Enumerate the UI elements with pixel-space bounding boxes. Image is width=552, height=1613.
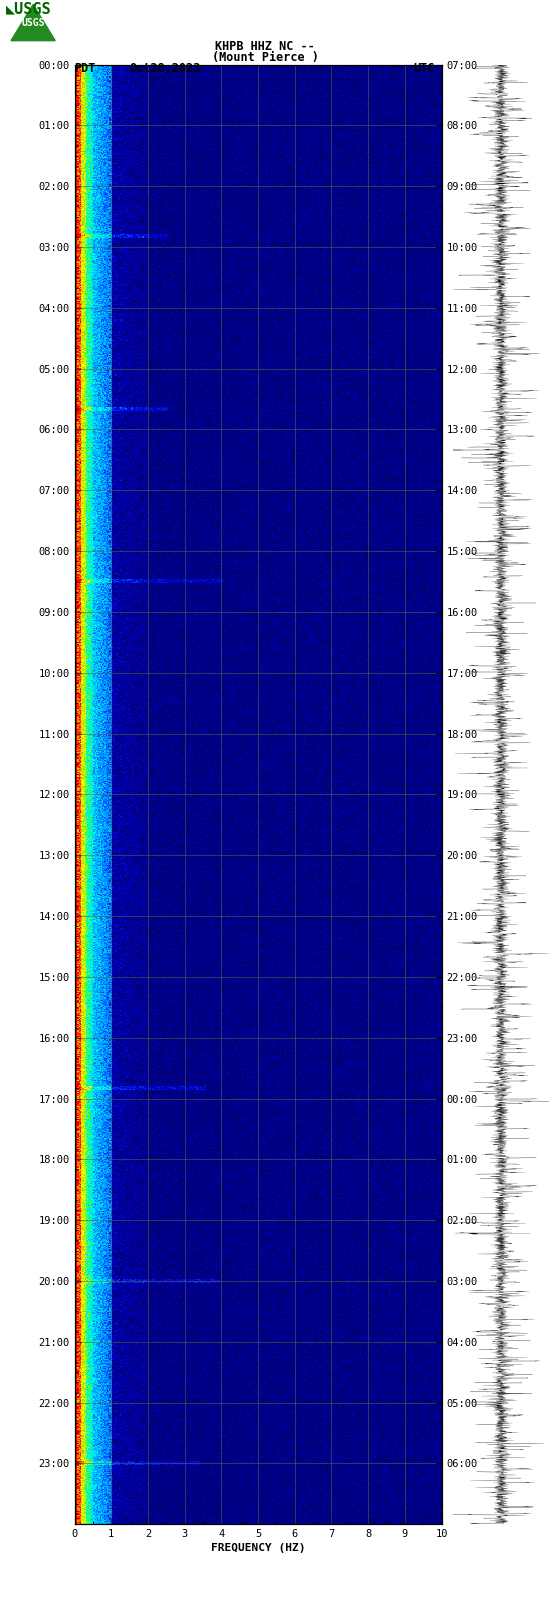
Text: UTC: UTC — [413, 63, 434, 76]
Text: KHPB HHZ NC --: KHPB HHZ NC -- — [215, 39, 315, 53]
Text: (Mount Pierce ): (Mount Pierce ) — [211, 50, 319, 65]
Text: PDT: PDT — [75, 63, 96, 76]
Text: Oct28,2023: Oct28,2023 — [130, 63, 201, 76]
Text: USGS: USGS — [22, 18, 45, 27]
Text: ◣USGS: ◣USGS — [6, 2, 51, 16]
X-axis label: FREQUENCY (HZ): FREQUENCY (HZ) — [211, 1544, 305, 1553]
Polygon shape — [11, 5, 55, 40]
